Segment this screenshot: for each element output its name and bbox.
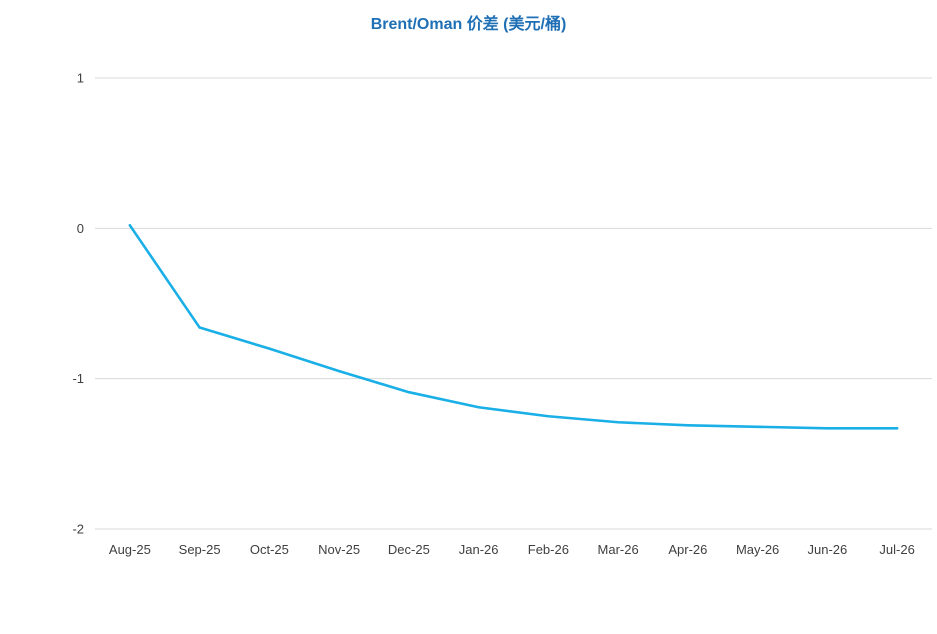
data-point (826, 427, 829, 430)
y-tick-label: -1 (72, 371, 84, 386)
data-point (337, 369, 341, 373)
data-point (686, 424, 690, 427)
x-tick-label: Jan-26 (459, 542, 499, 557)
x-tick-label: Feb-26 (528, 542, 569, 557)
data-point (268, 347, 271, 350)
x-tick-label: Jul-26 (879, 542, 914, 557)
data-point (895, 427, 899, 430)
y-tick-label: 1 (77, 71, 84, 86)
x-tick-label: Mar-26 (598, 542, 639, 557)
series-line (128, 224, 899, 430)
x-tick-label: Apr-26 (668, 542, 707, 557)
chart-title: Brent/Oman 价差 (美元/桶) (370, 16, 567, 33)
x-tick-label: Aug-25 (109, 542, 151, 557)
x-tick-label: Nov-25 (318, 542, 360, 557)
data-point (756, 425, 759, 428)
x-tick-label: Oct-25 (250, 542, 289, 557)
x-tick-label: Dec-25 (388, 542, 430, 557)
data-point (198, 326, 201, 329)
y-tick-label: 0 (77, 221, 84, 236)
data-point (547, 415, 550, 418)
data-point (407, 390, 411, 394)
x-tick-label: May-26 (736, 542, 779, 557)
data-point (128, 224, 132, 227)
x-tick-label: Sep-25 (179, 542, 221, 557)
data-point (616, 421, 620, 424)
data-point (477, 406, 480, 409)
y-tick-label: -2 (72, 522, 84, 537)
x-tick-label: Jun-26 (808, 542, 848, 557)
